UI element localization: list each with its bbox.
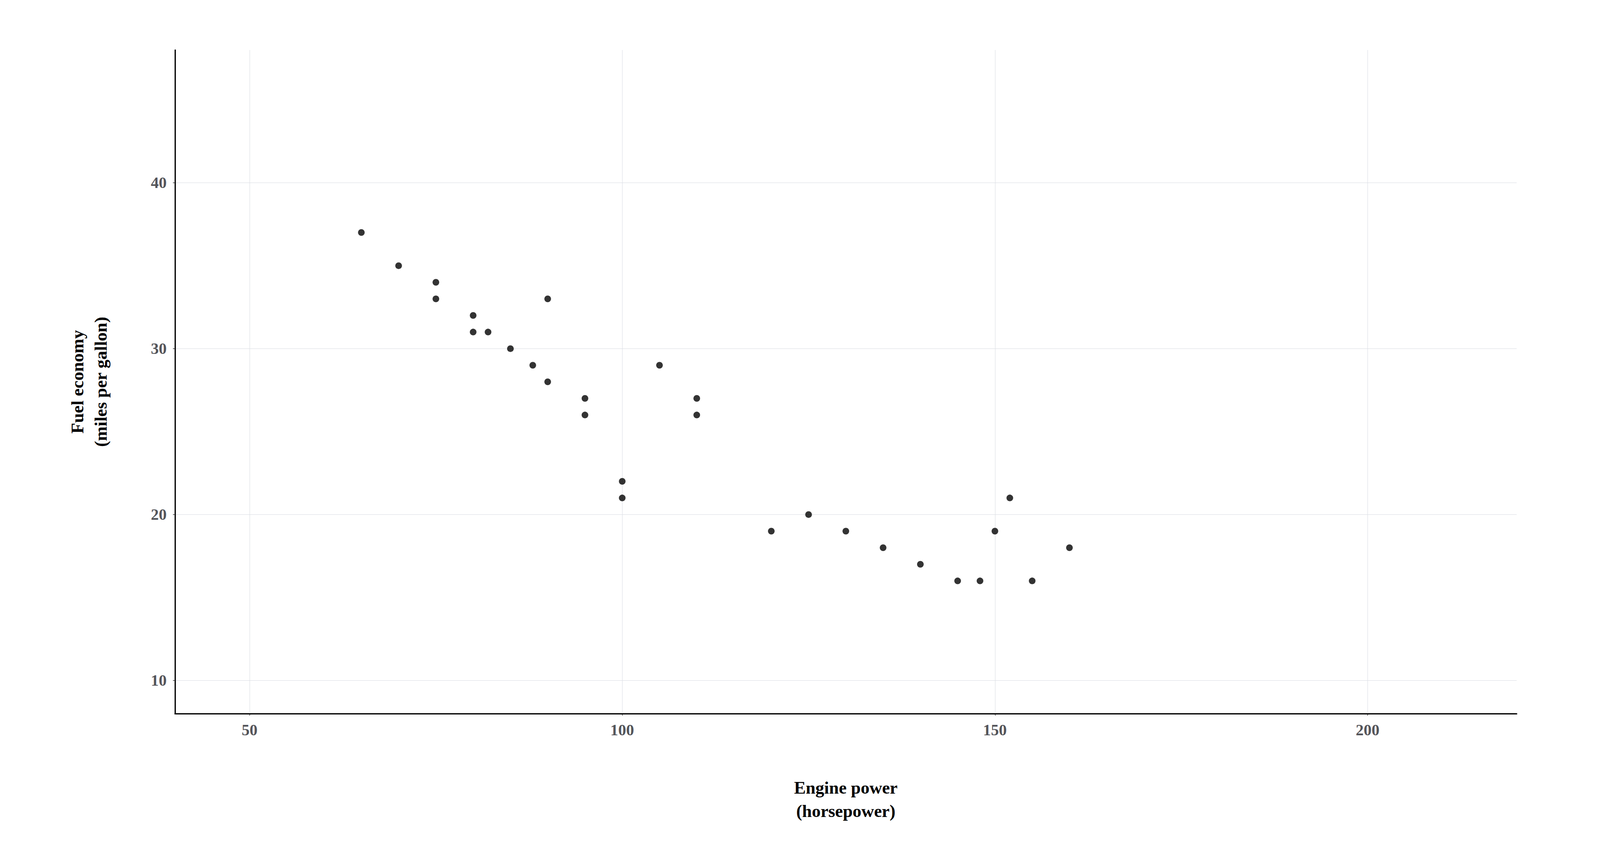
- svg-text:200: 200: [1355, 720, 1380, 739]
- svg-text:150: 150: [982, 720, 1007, 739]
- svg-text:Fuel economy: Fuel economy: [67, 330, 88, 434]
- svg-text:50: 50: [241, 720, 258, 739]
- svg-text:(horsepower): (horsepower): [796, 801, 896, 821]
- svg-text:10: 10: [150, 671, 167, 689]
- svg-text:30: 30: [150, 339, 167, 358]
- svg-text:40: 40: [150, 173, 167, 192]
- svg-text:100: 100: [610, 720, 635, 739]
- svg-text:20: 20: [150, 505, 167, 523]
- svg-text:(miles per gallon): (miles per gallon): [91, 316, 111, 447]
- svg-text:Engine power: Engine power: [794, 777, 898, 798]
